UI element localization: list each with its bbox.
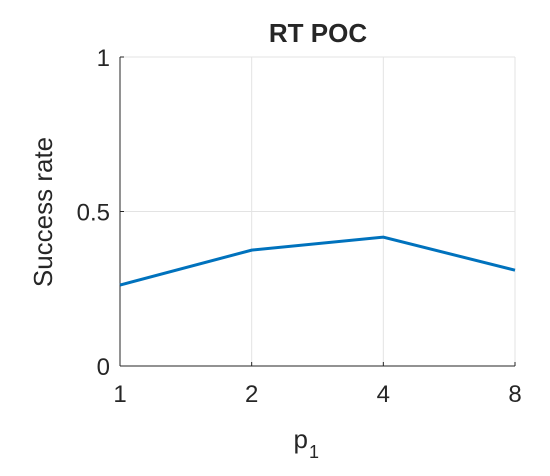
y-tick-label: 1 bbox=[97, 45, 110, 72]
chart-title: RT POC bbox=[269, 18, 367, 48]
y-tick-label: 0 bbox=[97, 354, 110, 381]
x-axis-label-subscript: 1 bbox=[309, 442, 319, 462]
x-tick-label: 8 bbox=[508, 381, 521, 408]
x-axis-label: p bbox=[294, 424, 308, 454]
x-tick-label: 2 bbox=[245, 381, 258, 408]
line-series bbox=[119, 235, 516, 287]
y-axis-label: Success rate bbox=[28, 137, 58, 287]
y-tick-label: 0.5 bbox=[77, 200, 110, 227]
x-tick-label: 1 bbox=[113, 381, 126, 408]
x-tick-label: 4 bbox=[377, 381, 390, 408]
